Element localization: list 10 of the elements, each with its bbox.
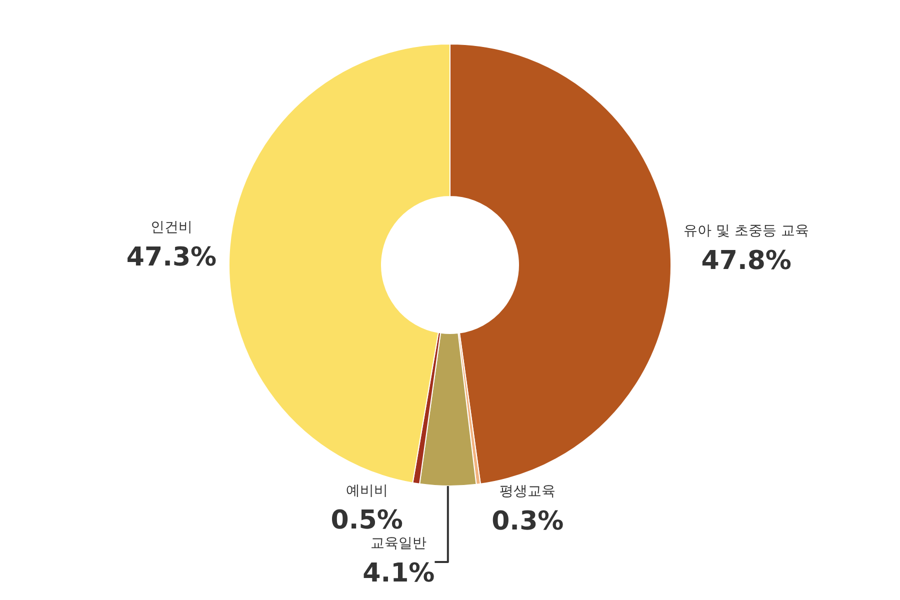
slice-label: 인건비 xyxy=(150,220,192,236)
slice-label: 예비비 xyxy=(346,482,388,499)
data-label: 47.3% xyxy=(126,242,217,272)
slice-label: 평생교육 xyxy=(500,484,556,500)
slice-label: 유아 및 초중등 교육 xyxy=(684,223,810,240)
data-label: 4.1% xyxy=(362,558,435,588)
slice-label: 교육일반 xyxy=(370,536,427,552)
data-label: 47.8% xyxy=(701,246,792,276)
data-label: 0.3% xyxy=(492,506,564,537)
data-label: 0.5% xyxy=(330,506,403,536)
